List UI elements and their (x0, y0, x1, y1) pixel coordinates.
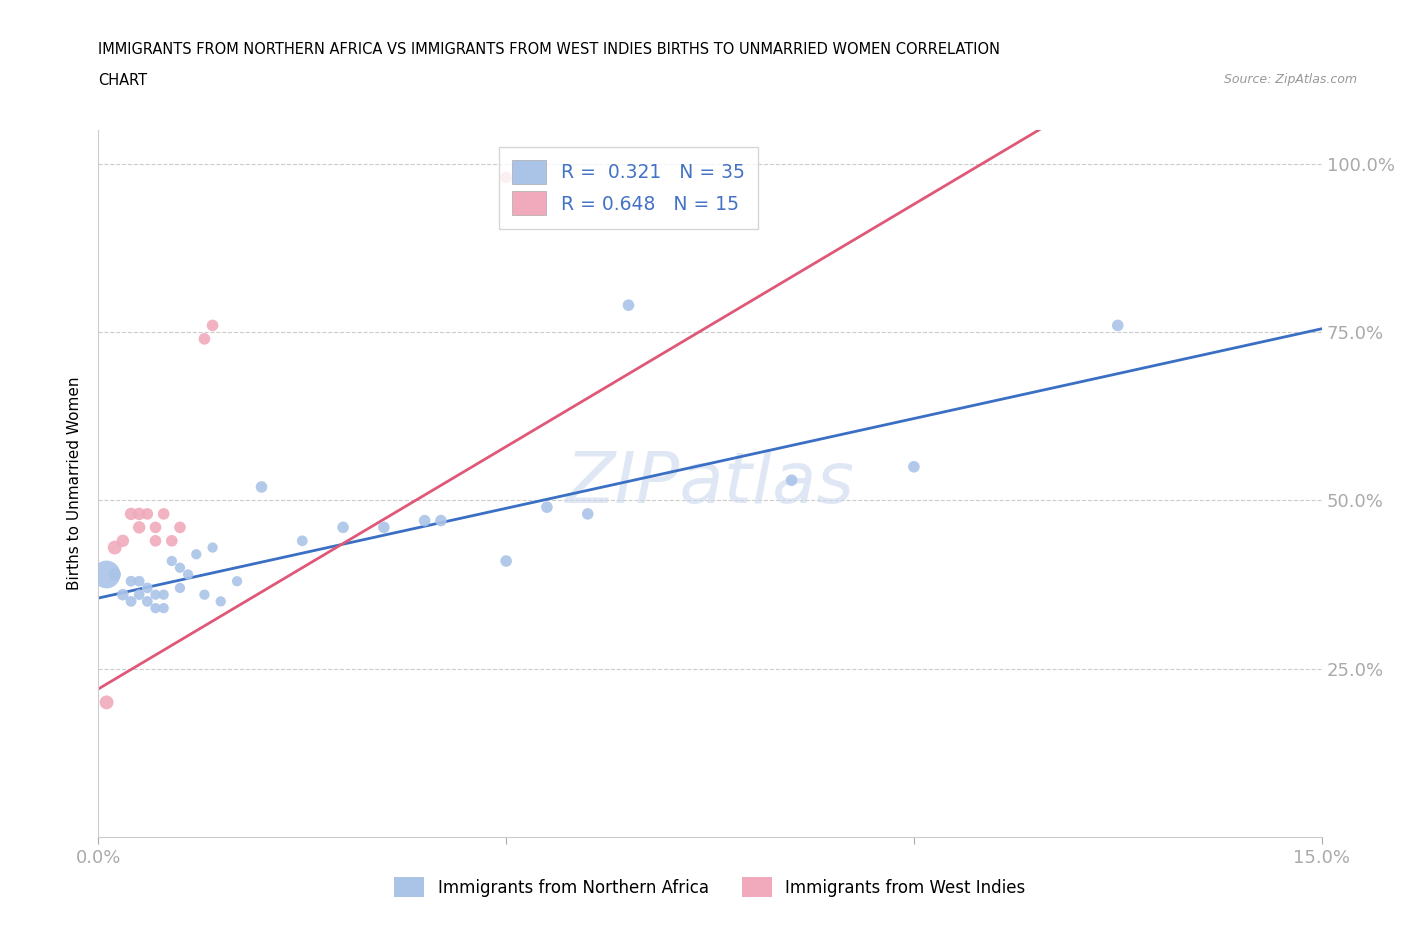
Point (136, 507, 159, 522)
Point (177, 567, 200, 582)
Point (145, 520, 167, 535)
Point (209, 594, 232, 609)
Point (128, 507, 150, 522)
Point (128, 587, 150, 602)
Point (201, 318, 224, 333)
Point (96, 695, 118, 710)
Point (291, 534, 314, 549)
Text: ZIPatlas: ZIPatlas (565, 449, 855, 518)
Point (111, 587, 134, 602)
Point (169, 520, 191, 535)
Point (104, 540, 127, 555)
Point (780, 472, 803, 487)
Point (120, 574, 142, 589)
Point (536, 499, 558, 514)
Point (152, 507, 174, 522)
Point (128, 574, 150, 589)
Point (201, 540, 224, 555)
Y-axis label: Births to Unmarried Women: Births to Unmarried Women (66, 377, 82, 591)
Text: Source: ZipAtlas.com: Source: ZipAtlas.com (1223, 73, 1357, 86)
Point (1107, 318, 1129, 333)
Point (169, 560, 191, 575)
Point (96, 567, 118, 582)
Point (145, 534, 167, 549)
Point (169, 580, 191, 595)
Point (111, 534, 134, 549)
Point (495, 170, 517, 185)
Point (186, 547, 208, 562)
Point (160, 553, 183, 568)
Point (495, 553, 517, 568)
Point (250, 480, 273, 495)
Point (145, 601, 167, 616)
Point (136, 594, 159, 609)
Point (193, 331, 215, 346)
Point (128, 520, 150, 535)
Point (576, 507, 599, 522)
Text: IMMIGRANTS FROM NORTHERN AFRICA VS IMMIGRANTS FROM WEST INDIES BIRTHS TO UNMARRI: IMMIGRANTS FROM NORTHERN AFRICA VS IMMIG… (98, 42, 1001, 57)
Point (104, 567, 127, 582)
Point (373, 520, 395, 535)
Point (160, 534, 183, 549)
Point (120, 594, 142, 609)
Point (903, 459, 925, 474)
Point (430, 513, 453, 528)
Point (120, 507, 142, 522)
Point (332, 520, 354, 535)
Legend: Immigrants from Northern Africa, Immigrants from West Indies: Immigrants from Northern Africa, Immigra… (381, 864, 1039, 910)
Point (617, 298, 640, 312)
Text: CHART: CHART (98, 73, 148, 87)
Point (152, 587, 174, 602)
Point (226, 574, 249, 589)
Point (136, 580, 159, 595)
Point (193, 587, 215, 602)
Point (152, 601, 174, 616)
Point (145, 587, 167, 602)
Point (413, 513, 436, 528)
